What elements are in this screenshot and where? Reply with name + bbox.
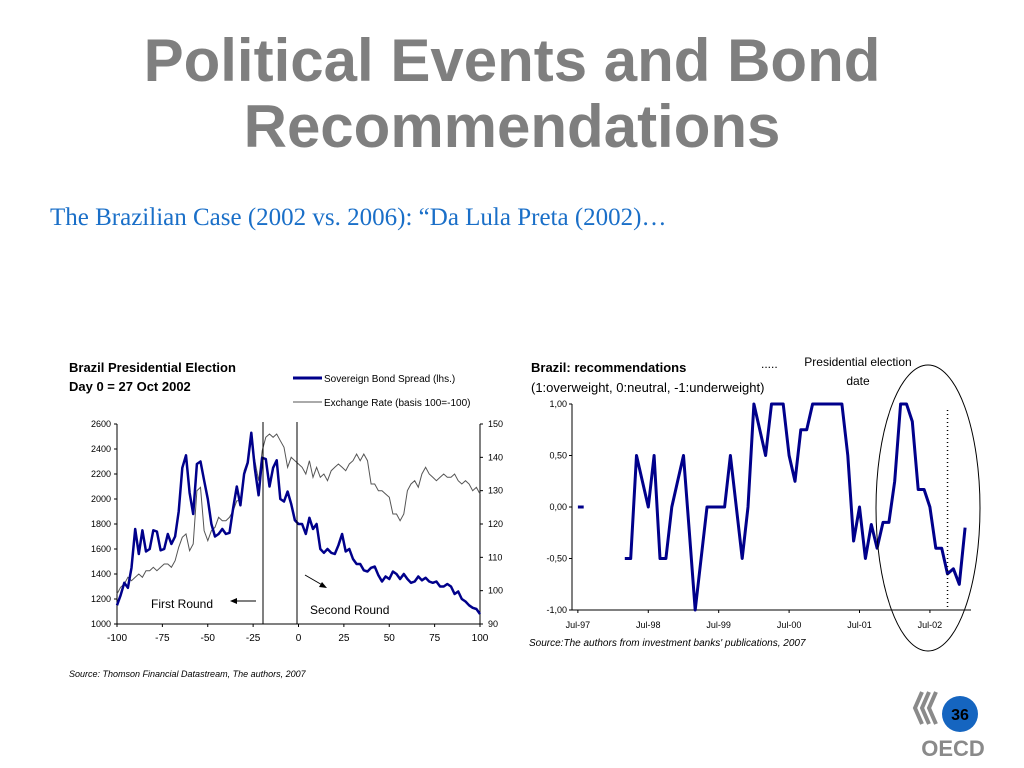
second-round-arrowhead [319, 582, 327, 588]
legend-label-fx: Exchange Rate (basis 100=-100) [324, 398, 470, 409]
x-tick-label: -100 [107, 633, 127, 644]
y-tick-label: 1,00 [549, 399, 567, 409]
left-chart-source: Source: Thomson Financial Datastream, Th… [69, 669, 307, 679]
y-right-tick-label: 130 [488, 486, 503, 496]
y-right-tick-label: 90 [488, 619, 498, 629]
y-tick-label: 0,00 [549, 502, 567, 512]
y-left-tick-label: 2000 [91, 494, 111, 504]
y-left-tick-label: 1000 [91, 619, 111, 629]
x-tick-label: 100 [472, 633, 489, 644]
x-tick-label: Jul-02 [918, 620, 943, 630]
right-chart-title-1: Brazil: recommendations [531, 360, 686, 375]
y-right-tick-label: 100 [488, 586, 503, 596]
y-left-tick-label: 2600 [91, 419, 111, 429]
y-left-tick-label: 2400 [91, 444, 111, 454]
x-tick-label: -75 [155, 633, 170, 644]
first-round-arrowhead [230, 598, 237, 604]
y-left-tick-label: 1800 [91, 519, 111, 529]
first-round-label: First Round [151, 597, 213, 611]
logo-chevron-1 [912, 691, 924, 725]
left-chart-title-1: Brazil Presidential Election [69, 360, 236, 375]
y-right-tick-label: 150 [488, 419, 503, 429]
y-left-tick-label: 1400 [91, 569, 111, 579]
bond-spread-line [115, 431, 482, 615]
left-chart: Brazil Presidential Election Day 0 = 27 … [69, 360, 503, 679]
x-tick-label: 75 [429, 633, 441, 644]
x-tick-label: -50 [201, 633, 216, 644]
left-chart-axes: 1000120014001600180020002200240026009010… [91, 419, 503, 644]
left-chart-title-2: Day 0 = 27 Oct 2002 [69, 379, 191, 394]
y-tick-label: 0,50 [549, 451, 567, 461]
y-right-tick-label: 140 [488, 452, 503, 462]
right-chart: Brazil: recommendations (1:overweight, 0… [529, 355, 981, 652]
slide-title-line2: Recommendations [243, 93, 781, 160]
legend-label-spread: Sovereign Bond Spread (lhs.) [324, 374, 455, 385]
x-tick-label: Jul-00 [777, 620, 802, 630]
x-tick-label: 50 [384, 633, 396, 644]
x-tick-label: 0 [296, 633, 302, 644]
right-chart-source: Source:The authors from investment banks… [529, 638, 806, 649]
page-number-badge [942, 696, 978, 732]
right-legend-label-1: Presidential election [804, 355, 911, 369]
y-tick-label: -0,50 [546, 554, 567, 564]
oecd-logo: 36 OECD [912, 691, 985, 760]
right-chart-axes: 1,00 0,50 0,00 -0,50 -1,00 Jul-97 Jul-98 Jul-99… [546, 399, 971, 630]
logo-chevron-2 [919, 691, 931, 725]
slide-subtitle: The Brazilian Case (2002 vs. 2006): “Da … [50, 204, 667, 231]
second-round-label: Second Round [310, 603, 389, 617]
right-chart-title-2: (1:overweight, 0:neutral, -1:underweight… [531, 380, 764, 395]
right-legend-marker: ..... [761, 357, 778, 371]
y-left-tick-label: 2200 [91, 469, 111, 479]
slide-title-line1: Political Events and Bond [143, 27, 881, 94]
right-chart-plot [577, 402, 967, 612]
y-left-tick-label: 1600 [91, 544, 111, 554]
election-highlight-ellipse [875, 364, 981, 652]
y-right-tick-label: 110 [488, 552, 502, 562]
exchange-rate-line [116, 433, 481, 595]
y-right-tick-label: 120 [488, 519, 503, 529]
page-number: 36 [951, 707, 969, 724]
x-tick-label: Jul-99 [706, 620, 731, 630]
y-left-tick-label: 1200 [91, 594, 111, 604]
x-tick-label: Jul-97 [566, 620, 591, 630]
x-tick-label: Jul-98 [636, 620, 661, 630]
y-tick-label: -1,00 [546, 605, 567, 615]
x-tick-label: Jul-01 [847, 620, 872, 630]
right-legend-label-2: date [846, 374, 870, 388]
x-tick-label: 25 [338, 633, 350, 644]
logo-chevron-3 [926, 691, 938, 725]
slide-title: Political Events and Bond Recommendation… [0, 28, 1024, 160]
left-chart-plot [115, 431, 482, 615]
recommendation-line-2 [624, 402, 967, 612]
logo-text: OECD [921, 736, 985, 760]
x-tick-label: -25 [246, 633, 261, 644]
